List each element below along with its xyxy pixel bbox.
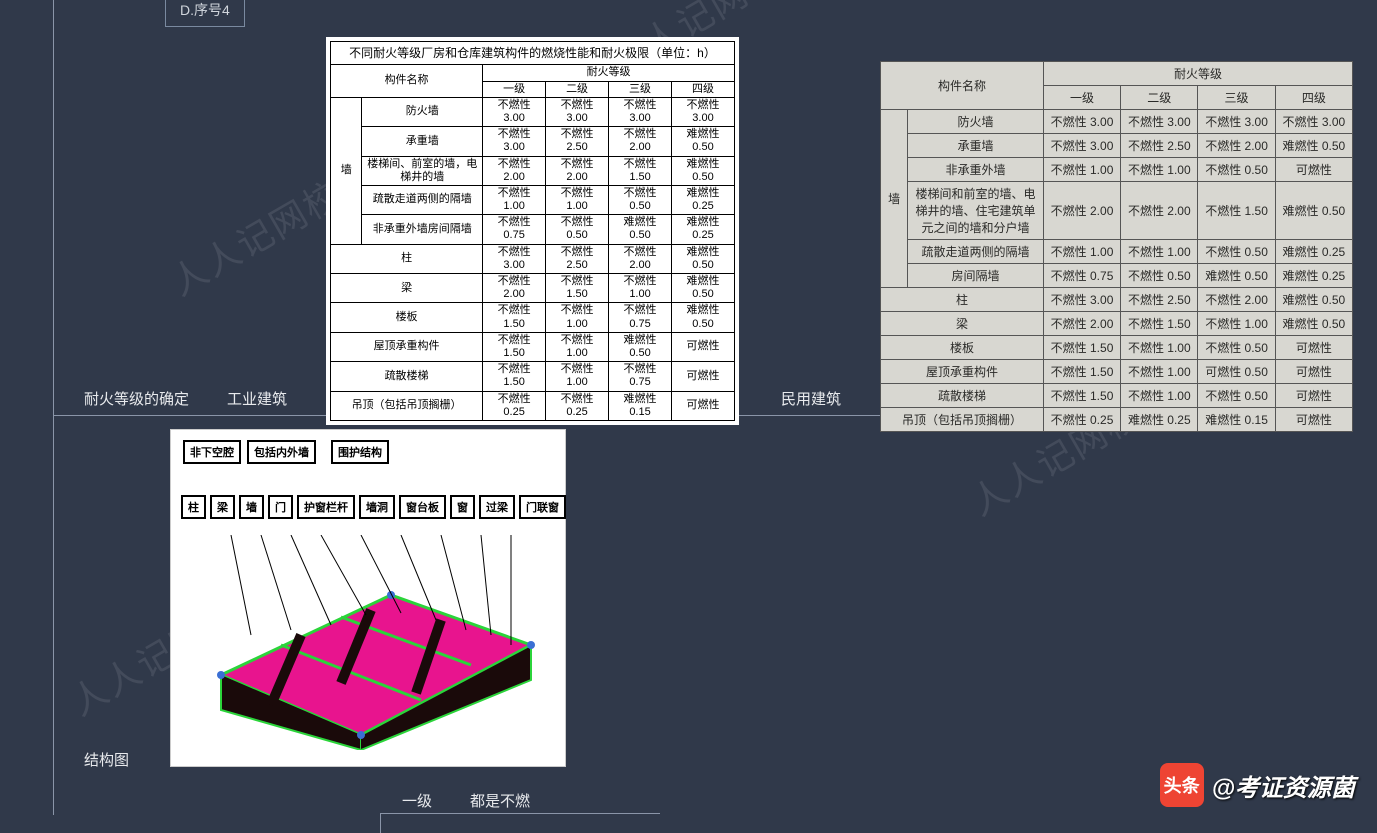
diagram-label: 门联窗 [519, 495, 566, 519]
diagram-label: 非下空腔 [183, 440, 241, 464]
source-credit: 头条 @考证资源菌 [1160, 763, 1355, 807]
label-civil: 民用建筑 [781, 388, 841, 409]
industrial-fire-table: 不同耐火等级厂房和仓库建筑构件的燃烧性能和耐火极限（单位：h）构件名称耐火等级一… [326, 37, 739, 425]
diagram-label: 窗 [450, 495, 475, 519]
diagram-label: 包括内外墙 [247, 440, 316, 464]
isometric-3d-icon [191, 535, 547, 750]
divider-line-v [53, 415, 54, 815]
label-structure-diagram: 结构图 [84, 749, 129, 770]
answer-option-d: D.序号4 [165, 0, 245, 27]
diagram-label: 柱 [181, 495, 206, 519]
tree-branch-line [380, 813, 660, 814]
label-industrial: 工业建筑 [227, 388, 287, 409]
diagram-label: 梁 [210, 495, 235, 519]
structure-diagram: 非下空腔 包括内外墙 围护结构 柱 梁 墙 门 护窗栏杆 墙洞 窗台板 窗 过梁… [170, 429, 566, 767]
diagram-label: 过梁 [479, 495, 515, 519]
diagram-label: 围护结构 [331, 440, 389, 464]
watermark: 人人记网校 [160, 166, 351, 306]
credit-handle: @考证资源菌 [1212, 768, 1355, 803]
diagram-label: 墙 [239, 495, 264, 519]
diagram-label: 墙洞 [359, 495, 395, 519]
civil-fire-table: 构件名称耐火等级一级二级三级四级墙防火墙不燃性 3.00不燃性 3.00不燃性 … [880, 61, 1353, 432]
label-grade1: 一级 [402, 790, 432, 811]
diagram-label: 门 [268, 495, 293, 519]
tree-line [380, 813, 381, 833]
diagram-label: 护窗栏杆 [297, 495, 355, 519]
toutiao-badge-icon: 头条 [1160, 763, 1204, 807]
label-all-noncomb: 都是不燃 [470, 790, 530, 811]
tree-line [53, 0, 54, 415]
diagram-label: 窗台板 [399, 495, 446, 519]
label-fire-rating: 耐火等级的确定 [84, 388, 189, 409]
